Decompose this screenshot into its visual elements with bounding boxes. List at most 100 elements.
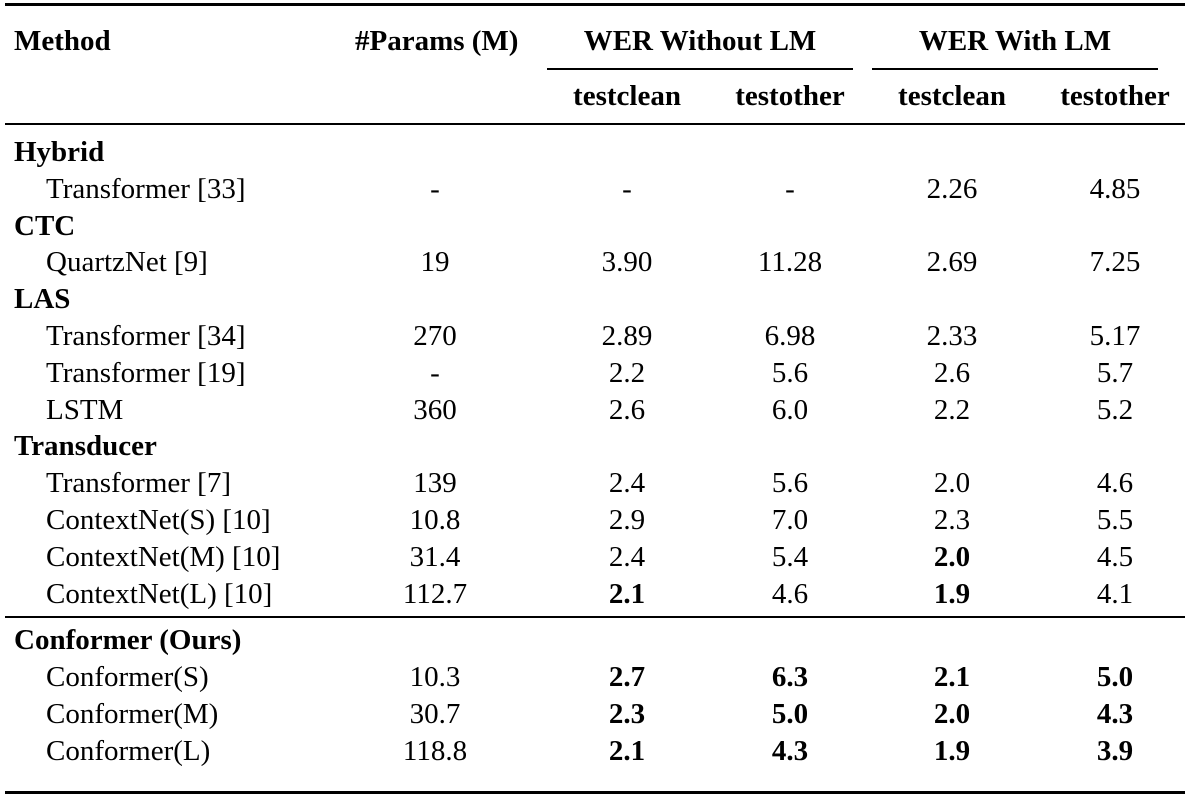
cell-wer-lm-testother: 5.7 (1096, 356, 1134, 389)
cell-wer-lm-testother: 4.85 (1089, 172, 1141, 205)
header-row-2: testclean testother testclean testother (0, 78, 1190, 115)
cell-method: Transformer [7] (46, 467, 231, 500)
cell-wer-lm-testother: 5.2 (1096, 393, 1134, 426)
cell-wer-nolm-testclean: 2.89 (601, 320, 653, 352)
cell-method: Transformer [19] (46, 356, 246, 389)
cell-wer-lm-testother: 4.3 (1096, 698, 1134, 730)
cell-method: Conformer(M) (46, 698, 219, 730)
cell-wer-lm-testclean: 2.6 (933, 356, 971, 389)
cell-wer-nolm-testclean: 2.3 (608, 698, 646, 730)
cell-wer-nolm-testother: 11.28 (757, 246, 823, 279)
cell-method: ContextNet(L) [10] (46, 577, 273, 610)
header-wer-without-lm: WER Without LM (583, 25, 817, 57)
cell-method: ContextNet(S) [10] (46, 504, 271, 536)
cell-wer-nolm-testother: 5.0 (771, 698, 809, 730)
cell-params: - (430, 172, 440, 205)
table-row: ContextNet(L) [10] 112.7 2.1 4.6 1.9 4.1 (0, 576, 1190, 613)
cell-wer-nolm-testclean: 2.6 (608, 393, 646, 426)
cell-wer-nolm-testclean: 2.9 (608, 504, 646, 536)
cell-params: 19 (420, 246, 450, 279)
table-row: QuartzNet [9] 19 3.90 11.28 2.69 7.25 (0, 244, 1190, 281)
cell-wer-lm-testclean: 2.3 (933, 504, 971, 536)
cell-wer-lm-testother: 3.9 (1096, 734, 1134, 767)
cell-wer-lm-testclean: 1.9 (933, 577, 971, 610)
top-rule (5, 3, 1185, 6)
cell-method: ContextNet(M) [10] (46, 540, 281, 573)
group-rule-without-lm (547, 68, 853, 70)
table-row: Transformer [7] 139 2.4 5.6 2.0 4.6 (0, 465, 1190, 502)
cell-params: - (430, 356, 440, 389)
header-row-1: Method #Params (M) WER Without LM WER Wi… (0, 23, 1190, 60)
cell-params: 360 (413, 393, 457, 426)
table-row: Transformer [33] - - - 2.26 4.85 (0, 171, 1190, 208)
header-rule (5, 123, 1185, 125)
cell-method: Transformer [33] (46, 172, 246, 205)
group-rule-with-lm (872, 68, 1158, 70)
cell-wer-nolm-testclean: 3.90 (601, 246, 653, 279)
cell-wer-lm-testclean: 1.9 (933, 734, 971, 767)
header-method: Method (14, 25, 111, 57)
cell-params: 112.7 (402, 577, 468, 610)
cell-wer-lm-testother: 4.5 (1096, 540, 1134, 573)
cell-wer-nolm-testclean: 2.4 (608, 540, 646, 573)
section-rule (5, 616, 1185, 618)
cell-wer-nolm-testother: 6.0 (771, 393, 809, 426)
table-row: Transformer [34] 270 2.89 6.98 2.33 5.17 (0, 318, 1190, 355)
cell-params: 139 (413, 467, 457, 500)
cell-wer-nolm-testother: 6.3 (771, 661, 809, 694)
header-testother: testother (735, 80, 845, 112)
cell-wer-lm-testother: 4.6 (1096, 467, 1134, 500)
section-header-row: CTC (0, 208, 1190, 245)
cell-wer-lm-testclean: 2.1 (933, 661, 971, 694)
cell-wer-lm-testclean: 2.0 (933, 467, 971, 500)
cell-wer-lm-testother: 5.17 (1089, 320, 1141, 352)
cell-wer-nolm-testclean: 2.1 (608, 734, 646, 767)
cell-wer-nolm-testclean: 2.1 (608, 577, 646, 610)
table-row: LSTM 360 2.6 6.0 2.2 5.2 (0, 392, 1190, 429)
cell-wer-nolm-testother: 6.98 (764, 320, 816, 352)
cell-params: 270 (413, 320, 457, 352)
header-testother: testother (1060, 80, 1170, 112)
table-row: ContextNet(S) [10] 10.8 2.9 7.0 2.3 5.5 (0, 502, 1190, 539)
cell-wer-nolm-testclean: 2.4 (608, 467, 646, 500)
cell-wer-nolm-testother: 4.6 (771, 577, 809, 610)
cell-wer-nolm-testclean: 2.2 (608, 356, 646, 389)
section-header-row: LAS (0, 281, 1190, 318)
table-row: Conformer(L) 118.8 2.1 4.3 1.9 3.9 (0, 733, 1190, 770)
cell-wer-lm-testclean: 2.26 (926, 172, 978, 205)
table-row: ContextNet(M) [10] 31.4 2.4 5.4 2.0 4.5 (0, 539, 1190, 576)
cell-wer-lm-testclean: 2.0 (933, 540, 971, 573)
section-header-row: Conformer (Ours) (0, 622, 1190, 659)
cell-wer-lm-testclean: 2.2 (933, 393, 971, 426)
table-row: Conformer(M) 30.7 2.3 5.0 2.0 4.3 (0, 696, 1190, 733)
cell-wer-lm-testclean: 2.33 (926, 320, 978, 352)
cell-wer-lm-testother: 5.5 (1096, 504, 1134, 536)
section-label: LAS (14, 283, 71, 316)
cell-wer-nolm-testother: 5.6 (771, 467, 809, 500)
cell-wer-lm-testclean: 2.0 (933, 698, 971, 730)
header-params: #Params (M) (355, 25, 519, 57)
section-label: Conformer (Ours) (14, 624, 242, 657)
table-row: Conformer(S) 10.3 2.7 6.3 2.1 5.0 (0, 659, 1190, 696)
cell-wer-lm-testother: 4.1 (1096, 577, 1134, 610)
cell-wer-lm-testclean: 2.69 (926, 246, 978, 279)
cell-wer-lm-testother: 5.0 (1096, 661, 1134, 694)
section-label: CTC (14, 209, 76, 242)
section-label: Hybrid (14, 136, 105, 168)
header-testclean: testclean (898, 80, 1006, 112)
cell-params: 10.8 (409, 504, 461, 536)
header-wer-with-lm: WER With LM (918, 25, 1112, 57)
cell-wer-nolm-testother: - (785, 172, 795, 205)
cell-params: 31.4 (409, 540, 461, 573)
cell-wer-nolm-testclean: 2.7 (608, 661, 646, 694)
cell-wer-nolm-testclean: - (622, 172, 632, 205)
cell-wer-nolm-testother: 5.4 (771, 540, 809, 573)
table-row: Transformer [19] - 2.2 5.6 2.6 5.7 (0, 355, 1190, 392)
cell-params: 118.8 (402, 734, 468, 767)
cell-method: QuartzNet [9] (46, 246, 208, 279)
section-header-row: Hybrid (0, 134, 1190, 171)
cell-params: 10.3 (409, 661, 461, 694)
cell-wer-lm-testother: 7.25 (1089, 246, 1141, 279)
cell-wer-nolm-testother: 5.6 (771, 356, 809, 389)
cell-params: 30.7 (409, 698, 461, 730)
